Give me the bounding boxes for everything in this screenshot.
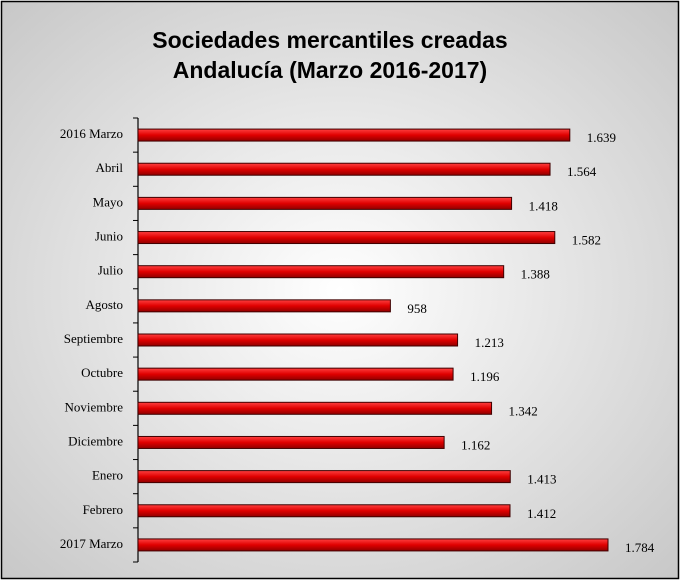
bar: [137, 504, 511, 518]
y-tick-label: Abril: [96, 160, 124, 175]
data-label: 1.418: [529, 198, 558, 213]
data-label: 1.388: [521, 267, 550, 282]
data-label: 1.412: [527, 506, 556, 521]
y-tick-label: Agosto: [85, 297, 123, 312]
bar: [137, 128, 571, 142]
y-tick-label: Septiembre: [64, 331, 123, 346]
chart-title: Andalucía (Marzo 2016-2017): [173, 57, 487, 83]
bar: [137, 367, 454, 381]
bar: [137, 435, 445, 449]
y-tick-label: Julio: [98, 263, 123, 278]
y-tick-label: Junio: [95, 229, 123, 244]
data-label: 958: [407, 301, 427, 316]
bar: [137, 265, 505, 279]
y-tick-label: 2016 Marzo: [60, 126, 123, 141]
bar: [137, 333, 459, 347]
data-label: 1.342: [509, 403, 538, 418]
bar: [137, 299, 391, 313]
data-label: 1.162: [461, 437, 490, 452]
chart-title: Sociedades mercantiles creadas: [152, 27, 507, 53]
data-label: 1.413: [527, 472, 556, 487]
bar: [137, 470, 511, 484]
bar: [137, 538, 609, 552]
data-label: 1.213: [475, 335, 504, 350]
y-tick-label: Diciembre: [68, 433, 123, 448]
data-label: 1.564: [567, 164, 597, 179]
y-tick-label: Noviembre: [65, 399, 124, 414]
y-tick-label: Febrero: [83, 502, 123, 517]
bar: [137, 196, 513, 210]
bar: [137, 231, 556, 245]
data-label: 1.582: [572, 233, 601, 248]
data-label: 1.196: [470, 369, 500, 384]
y-tick-label: Octubre: [81, 365, 123, 380]
data-label: 1.639: [587, 130, 616, 145]
bar: [137, 401, 493, 415]
data-label: 1.784: [625, 540, 655, 555]
y-tick-label: 2017 Marzo: [60, 536, 123, 551]
y-tick-label: Enero: [92, 468, 123, 483]
bar: [137, 162, 551, 176]
y-tick-label: Mayo: [93, 194, 123, 209]
